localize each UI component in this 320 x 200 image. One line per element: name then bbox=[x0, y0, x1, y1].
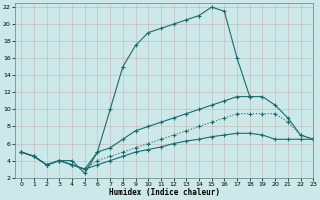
X-axis label: Humidex (Indice chaleur): Humidex (Indice chaleur) bbox=[108, 188, 220, 197]
